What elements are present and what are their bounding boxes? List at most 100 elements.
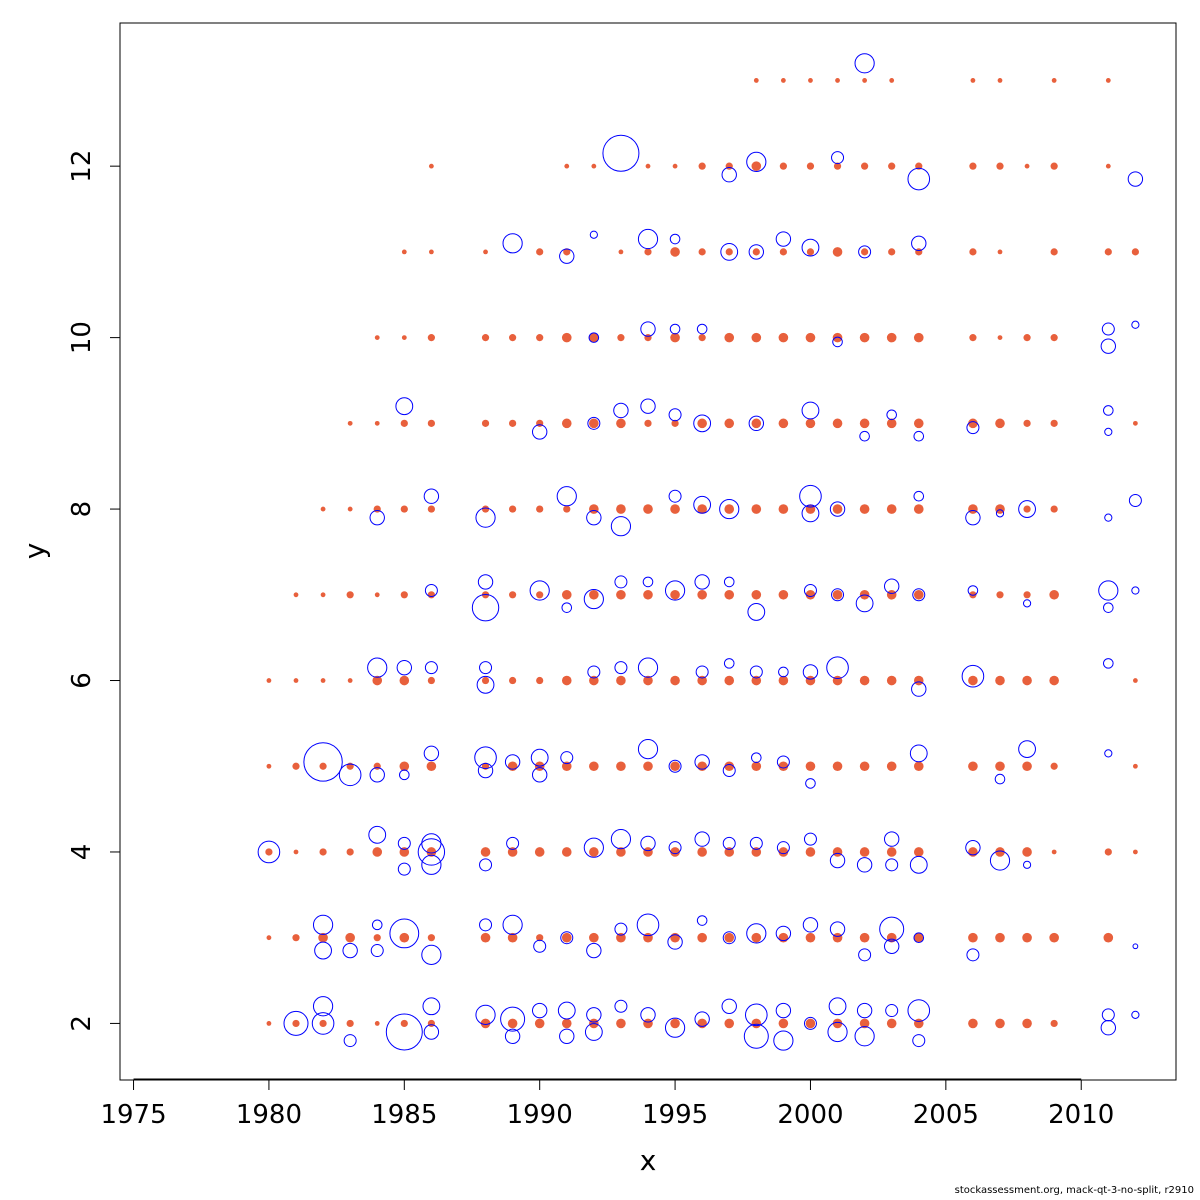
positive-bubble	[589, 418, 599, 429]
negative-bubble	[559, 248, 575, 264]
positive-bubble	[969, 334, 977, 342]
positive-bubble	[1049, 589, 1059, 600]
positive-bubble	[697, 589, 707, 600]
negative-bubble	[859, 430, 870, 442]
negative-bubble	[1018, 500, 1036, 518]
positive-bubble	[753, 78, 759, 83]
negative-bubble	[417, 838, 446, 866]
positive-bubble	[670, 589, 680, 600]
positive-bubble	[401, 335, 407, 341]
positive-bubble	[671, 419, 679, 427]
negative-bubble	[474, 746, 497, 769]
positive-bubble	[480, 847, 491, 857]
positive-bubble	[616, 1018, 626, 1029]
negative-bubble	[424, 584, 438, 598]
positive-bubble	[266, 763, 272, 769]
positive-bubble	[1022, 1018, 1032, 1029]
negative-bubble	[640, 321, 656, 337]
negative-bubble	[913, 490, 925, 502]
negative-bubble	[586, 509, 602, 526]
negative-bubble	[637, 228, 659, 250]
positive-bubble	[915, 248, 923, 256]
positive-bubble	[509, 591, 517, 599]
negative-bubble	[720, 242, 739, 261]
positive-bubble	[534, 1018, 545, 1029]
positive-bubble	[779, 248, 787, 256]
negative-bubble	[723, 576, 735, 588]
negative-bubble	[669, 323, 681, 335]
positive-bubble	[374, 592, 380, 598]
positive-bubble	[399, 847, 410, 857]
positive-bubble	[1024, 163, 1030, 169]
positive-bubble	[1050, 1019, 1058, 1028]
positive-bubble	[886, 589, 897, 600]
negative-bubble	[743, 1023, 769, 1049]
positive-bubble	[426, 761, 437, 772]
positive-bubble	[778, 761, 789, 772]
negative-bubble	[529, 580, 550, 601]
negative-bubble	[531, 1002, 548, 1019]
positive-bubble	[346, 848, 354, 856]
negative-bubble	[561, 602, 573, 613]
positive-bubble	[266, 935, 272, 941]
negative-bubble	[1132, 943, 1139, 950]
positive-bubble	[644, 248, 652, 256]
positive-bubble	[1050, 162, 1058, 170]
positive-bubble	[752, 248, 760, 256]
x-tick-label: 1975	[100, 1100, 166, 1130]
positive-bubble	[563, 505, 571, 513]
positive-bubble	[1023, 334, 1031, 342]
positive-bubble	[561, 418, 572, 429]
positive-bubble	[293, 592, 299, 598]
positive-bubble	[886, 504, 897, 514]
negative-bubble	[693, 495, 712, 514]
positive-bubble	[724, 332, 735, 343]
positive-bubble	[698, 162, 706, 170]
negative-bubble	[1103, 658, 1114, 669]
negative-bubbles	[257, 53, 1144, 1051]
positive-bubble	[805, 1018, 816, 1029]
positive-bubble	[400, 591, 408, 599]
positive-bubble	[616, 589, 626, 600]
positive-bubble	[1023, 419, 1031, 427]
negative-bubble	[303, 742, 343, 782]
positive-bubble	[725, 248, 733, 256]
negative-bubble	[829, 852, 846, 869]
positive-bubble	[1023, 505, 1031, 513]
positive-bubble	[1051, 849, 1057, 855]
positive-bubble	[561, 332, 572, 343]
negative-bubble	[966, 948, 980, 962]
y-tick-label: 2	[67, 1015, 97, 1032]
negative-bubble	[421, 833, 442, 854]
negative-bubble	[475, 507, 496, 528]
negative-bubble	[801, 401, 820, 420]
negative-bubble	[1018, 740, 1036, 758]
positive-bubble	[968, 1018, 978, 1029]
negative-bubble	[747, 603, 766, 621]
positive-bubble	[997, 78, 1003, 83]
positive-bubble	[589, 589, 599, 600]
positive-bubble	[561, 761, 572, 772]
positive-bubble	[913, 675, 924, 686]
positive-bubble	[265, 848, 273, 856]
positive-bubble	[751, 418, 762, 429]
negative-bubble	[909, 855, 928, 874]
positive-bubble	[509, 419, 517, 427]
negative-bubble	[421, 854, 442, 875]
positive-bubble	[561, 1018, 572, 1029]
negative-bubble	[749, 665, 763, 679]
positive-bubble	[697, 675, 707, 686]
positive-bubble	[995, 1018, 1005, 1029]
positive-bubble	[859, 504, 870, 514]
negative-bubble	[831, 151, 845, 165]
negative-bubble	[560, 931, 574, 945]
negative-bubble	[399, 769, 410, 781]
negative-bubble	[746, 151, 767, 172]
positive-bubble	[372, 847, 383, 857]
positive-bubble	[996, 591, 1004, 599]
positive-bubble	[670, 675, 680, 686]
positive-bubble	[644, 334, 652, 342]
positive-bubble	[861, 248, 869, 256]
negative-bubble	[695, 665, 709, 679]
